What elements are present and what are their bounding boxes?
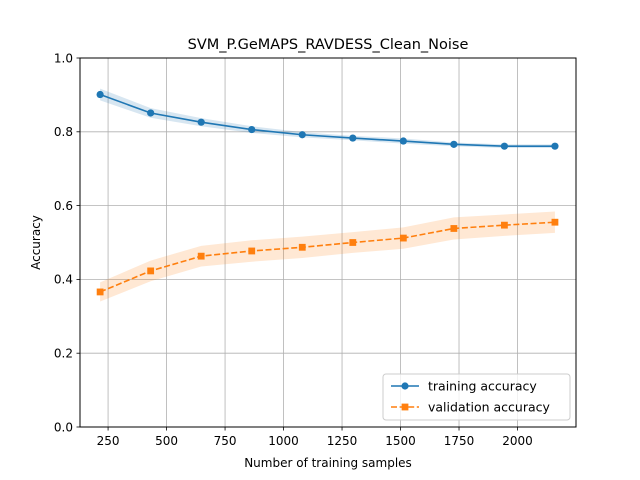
series-markers: [96, 90, 559, 296]
y-tick-label: 0.2: [54, 347, 73, 361]
x-tick-label: 1750: [444, 434, 475, 448]
data-point: [147, 109, 155, 117]
data-point: [197, 118, 205, 126]
data-point: [298, 243, 306, 251]
confidence-band-0: [100, 88, 555, 149]
y-ticks: 0.0 0.2 0.4 0.6 0.8 1.0: [54, 51, 80, 434]
legend-box: [382, 373, 571, 421]
x-tick-label: 750: [214, 434, 237, 448]
series-line-0: [99, 93, 555, 147]
y-tick-label: 0.8: [54, 125, 73, 139]
plot-frame: [79, 57, 577, 428]
legend-label: training accuracy: [428, 379, 537, 394]
series-line-1: [99, 221, 555, 293]
confidence-band-1: [100, 211, 555, 302]
data-point: [450, 225, 458, 232]
x-tick-label: 1250: [327, 434, 358, 448]
y-axis-label: Accuracy: [29, 215, 43, 270]
x-ticks: 250 500 750 1000 1250 1500 1750 2000: [97, 427, 533, 448]
legend-marker: [401, 403, 409, 411]
legend-label: validation accuracy: [428, 400, 551, 415]
x-axis-label: Number of training samples: [244, 456, 412, 470]
data-point: [197, 252, 205, 260]
x-tick-label: 2000: [502, 434, 533, 448]
y-tick-label: 0.4: [54, 273, 73, 287]
series-lines: [99, 93, 555, 293]
data-point: [96, 90, 104, 99]
data-point: [248, 125, 256, 134]
data-point: [298, 131, 306, 139]
data-point: [399, 234, 407, 242]
chart-title: SVM_P.GeMAPS_RAVDESS_Clean_Noise: [188, 37, 469, 53]
data-point: [551, 218, 559, 226]
bands: [100, 88, 555, 302]
data-point: [147, 267, 155, 275]
data-point: [399, 137, 407, 145]
x-tick-label: 1000: [268, 434, 299, 448]
data-point: [501, 221, 508, 229]
legend-marker: [401, 382, 409, 390]
x-tick-label: 250: [97, 434, 120, 448]
data-point: [349, 134, 357, 142]
data-point: [450, 140, 458, 148]
data-point: [96, 288, 104, 296]
data-point: [551, 142, 559, 150]
data-point: [248, 247, 256, 255]
x-tick-label: 500: [155, 434, 178, 448]
legend: training accuracy validation accuracy: [382, 373, 571, 421]
data-point: [349, 239, 357, 246]
data-point: [500, 142, 509, 150]
x-tick-label: 1500: [385, 434, 416, 448]
y-tick-label: 0.6: [54, 199, 73, 213]
y-tick-label: 0.0: [54, 420, 73, 434]
y-tick-label: 1.0: [54, 51, 73, 65]
